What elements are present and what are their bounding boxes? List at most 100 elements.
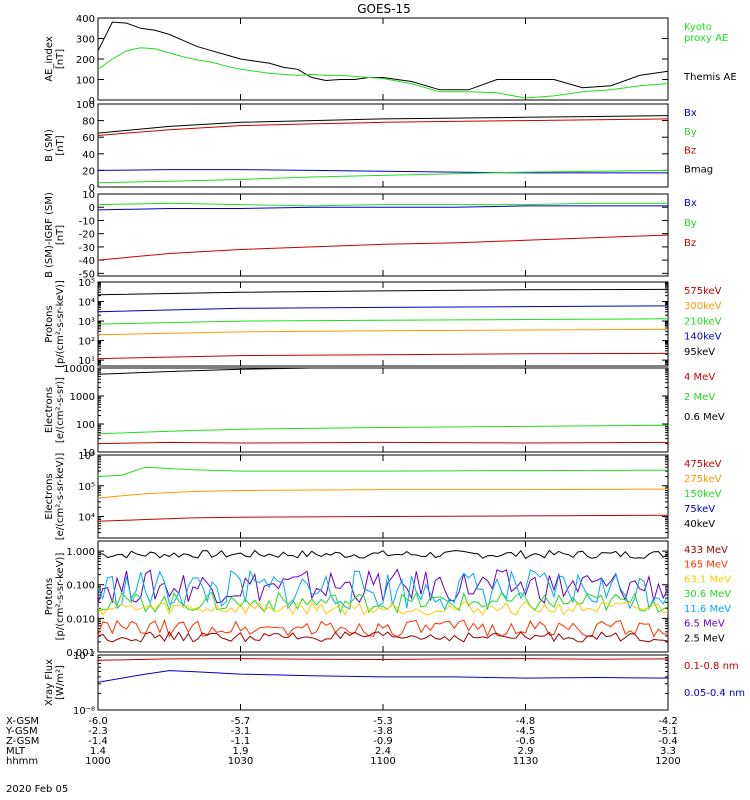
y-tick-label: 10³ bbox=[78, 317, 95, 328]
y-tick-label: 80 bbox=[82, 117, 95, 128]
panel-4: 10¹ 10² 10³ 10⁴ 10⁵ Protons [p/(cm²-s-sr-keV)]… bbox=[44, 278, 722, 368]
y-tick-label: 0.010 bbox=[66, 614, 95, 625]
y-tick-label: 60 bbox=[82, 133, 95, 144]
series-line-bmag bbox=[97, 115, 669, 134]
series-line-2-5-mev bbox=[97, 549, 669, 560]
series-line-30-6-mev bbox=[97, 591, 669, 614]
y-tick-label: 10⁵ bbox=[78, 482, 95, 493]
series-line-575kev bbox=[97, 352, 669, 360]
series-line-0-05-0-4-nm bbox=[97, 670, 669, 683]
y-tick-label: 1.000 bbox=[66, 547, 95, 558]
x-axis-row-value: 1100 bbox=[370, 756, 395, 767]
y-tick-label: 0 bbox=[89, 183, 95, 194]
series-line-4-mev bbox=[97, 441, 669, 445]
panel-6: 10⁴ 10⁵ 10⁶ Electrons [e/(cm²-s-sr-keV)] 475k… bbox=[44, 451, 722, 540]
x-axis-row-value: -3.1 bbox=[231, 726, 251, 737]
y-tick-label: 400 bbox=[76, 14, 95, 25]
series-line-140kev bbox=[97, 305, 669, 313]
y-tick-label: 0 bbox=[89, 96, 95, 107]
x-axis-row-value: -4.8 bbox=[516, 716, 536, 727]
series-line-275kev bbox=[97, 488, 669, 499]
series-line-165-mev bbox=[97, 618, 669, 638]
legend-label: Bx bbox=[684, 198, 697, 209]
legend-label: 95keV bbox=[684, 347, 715, 358]
x-axis-row-label: Z-GSM bbox=[6, 736, 39, 747]
x-axis-row-value: -4.5 bbox=[516, 726, 536, 737]
y-tick-label: -10 bbox=[79, 216, 95, 227]
panel-8: 10⁻⁷ 10⁻⁸ Xray Flux [W/m²] 0.1-0.8 nm 0.05-0.… bbox=[44, 651, 745, 717]
y-tick-label: -50 bbox=[79, 269, 95, 280]
legend-label: 0.1-0.8 nm bbox=[684, 661, 739, 672]
x-axis-row-value: -6.0 bbox=[88, 716, 108, 727]
series-line-300kev bbox=[97, 328, 669, 336]
x-axis-row-value: -0.6 bbox=[516, 736, 536, 747]
y-axis-label: [p/(cm²-s-sr-keV)] bbox=[55, 553, 66, 641]
y-axis-label: Protons bbox=[44, 305, 55, 342]
x-axis-row-value: -5.7 bbox=[231, 716, 251, 727]
y-tick-label: 100 bbox=[76, 420, 95, 431]
x-axis-row-value: -1.4 bbox=[88, 736, 108, 747]
legend-label: Themis AE bbox=[683, 72, 737, 83]
panel-3: 10 0 -10 -20 -30 -40 -50 B (SM)-IGRF (SM) [nT] Bx… bbox=[44, 190, 697, 280]
legend-label: 6.5 MeV bbox=[684, 619, 725, 630]
legend-label: 140keV bbox=[684, 332, 722, 343]
y-tick-label: 40 bbox=[82, 150, 95, 161]
y-axis-label: Protons bbox=[44, 578, 55, 615]
series-line-by bbox=[97, 202, 668, 207]
legend-label: 275keV bbox=[684, 474, 722, 485]
y-tick-label: 0.100 bbox=[66, 581, 95, 592]
y-axis-label: [e/(cm²-s-sr)] bbox=[55, 377, 66, 443]
y-axis-label: B (SM) bbox=[44, 129, 55, 162]
x-axis-row-value: -5.3 bbox=[373, 716, 393, 727]
series-line-433-mev bbox=[97, 630, 669, 643]
x-axis-row-value: -4.2 bbox=[658, 716, 678, 727]
legend-label: 0.6 MeV bbox=[684, 412, 725, 423]
x-axis-row-value: -5.1 bbox=[658, 726, 678, 737]
y-tick-label: 10000 bbox=[63, 364, 95, 375]
y-tick-label: 100 bbox=[76, 100, 95, 111]
panel-frame bbox=[97, 367, 669, 453]
series-line-bz bbox=[97, 118, 669, 136]
y-tick-label: 1000 bbox=[70, 392, 95, 403]
y-axis-label: Electrons bbox=[44, 387, 55, 433]
y-tick-label: 20 bbox=[82, 166, 95, 177]
series-line-150kev bbox=[97, 466, 669, 477]
legend-label: 75keV bbox=[684, 504, 715, 515]
series-line-2-mev bbox=[97, 424, 669, 435]
x-axis-row-value: 1.9 bbox=[233, 746, 249, 757]
y-axis-label: Electrons bbox=[44, 473, 55, 519]
legend-label: 0.05-0.4 nm bbox=[684, 688, 745, 699]
legend-label: 2.5 MeV bbox=[684, 633, 725, 644]
panel-7: 1.000 0.100 0.010 0.001 Protons [p/(cm²-s-sr-… bbox=[44, 540, 731, 659]
x-axis-row-value: 1030 bbox=[228, 756, 253, 767]
panel-2: 0 20 40 60 80 100 B (SM) [nT] Bx By Bz Bmag bbox=[44, 100, 713, 194]
series-line-bx bbox=[97, 205, 668, 211]
y-tick-label: 10 bbox=[82, 448, 95, 459]
y-axis-label: [e/(cm²-s-sr-keV)] bbox=[55, 453, 66, 541]
x-axis-row-label: X-GSM bbox=[6, 716, 39, 727]
legend-label: 11.6 MeV bbox=[684, 604, 731, 615]
x-axis-row-value: 2.4 bbox=[375, 746, 391, 757]
y-tick-label: 10⁴ bbox=[78, 298, 95, 309]
y-axis-label: Xray Flux bbox=[44, 659, 55, 706]
x-axis-row-label: hhmm bbox=[6, 756, 38, 767]
legend-label: proxy AE bbox=[684, 33, 728, 44]
y-axis-label: [nT] bbox=[55, 225, 66, 245]
legend-label: Bz bbox=[684, 146, 696, 157]
legend-label: 575keV bbox=[684, 286, 722, 297]
y-axis-label: [p/(cm²-s-sr-keV)] bbox=[55, 280, 66, 368]
legend-label: Kyoto bbox=[684, 22, 712, 33]
x-axis-row-label: MLT bbox=[6, 746, 26, 757]
legend-label: 30.6 MeV bbox=[684, 589, 731, 600]
date-label: 2020 Feb 05 bbox=[6, 784, 68, 795]
x-axis-row-value: -3.8 bbox=[373, 726, 393, 737]
legend-label: Bx bbox=[684, 108, 697, 119]
panel-5: 10 100 1000 10000 Electrons [e/(cm²-s-sr)] 4 M… bbox=[44, 364, 725, 459]
x-axis-row-value: -0.9 bbox=[373, 736, 393, 747]
y-tick-label: 10² bbox=[78, 337, 95, 348]
y-tick-label: 10⁶ bbox=[78, 451, 95, 462]
legend-label: 433 MeV bbox=[684, 545, 728, 556]
x-axis-row-value: -1.1 bbox=[231, 736, 251, 747]
series-line-475kev bbox=[97, 514, 669, 522]
